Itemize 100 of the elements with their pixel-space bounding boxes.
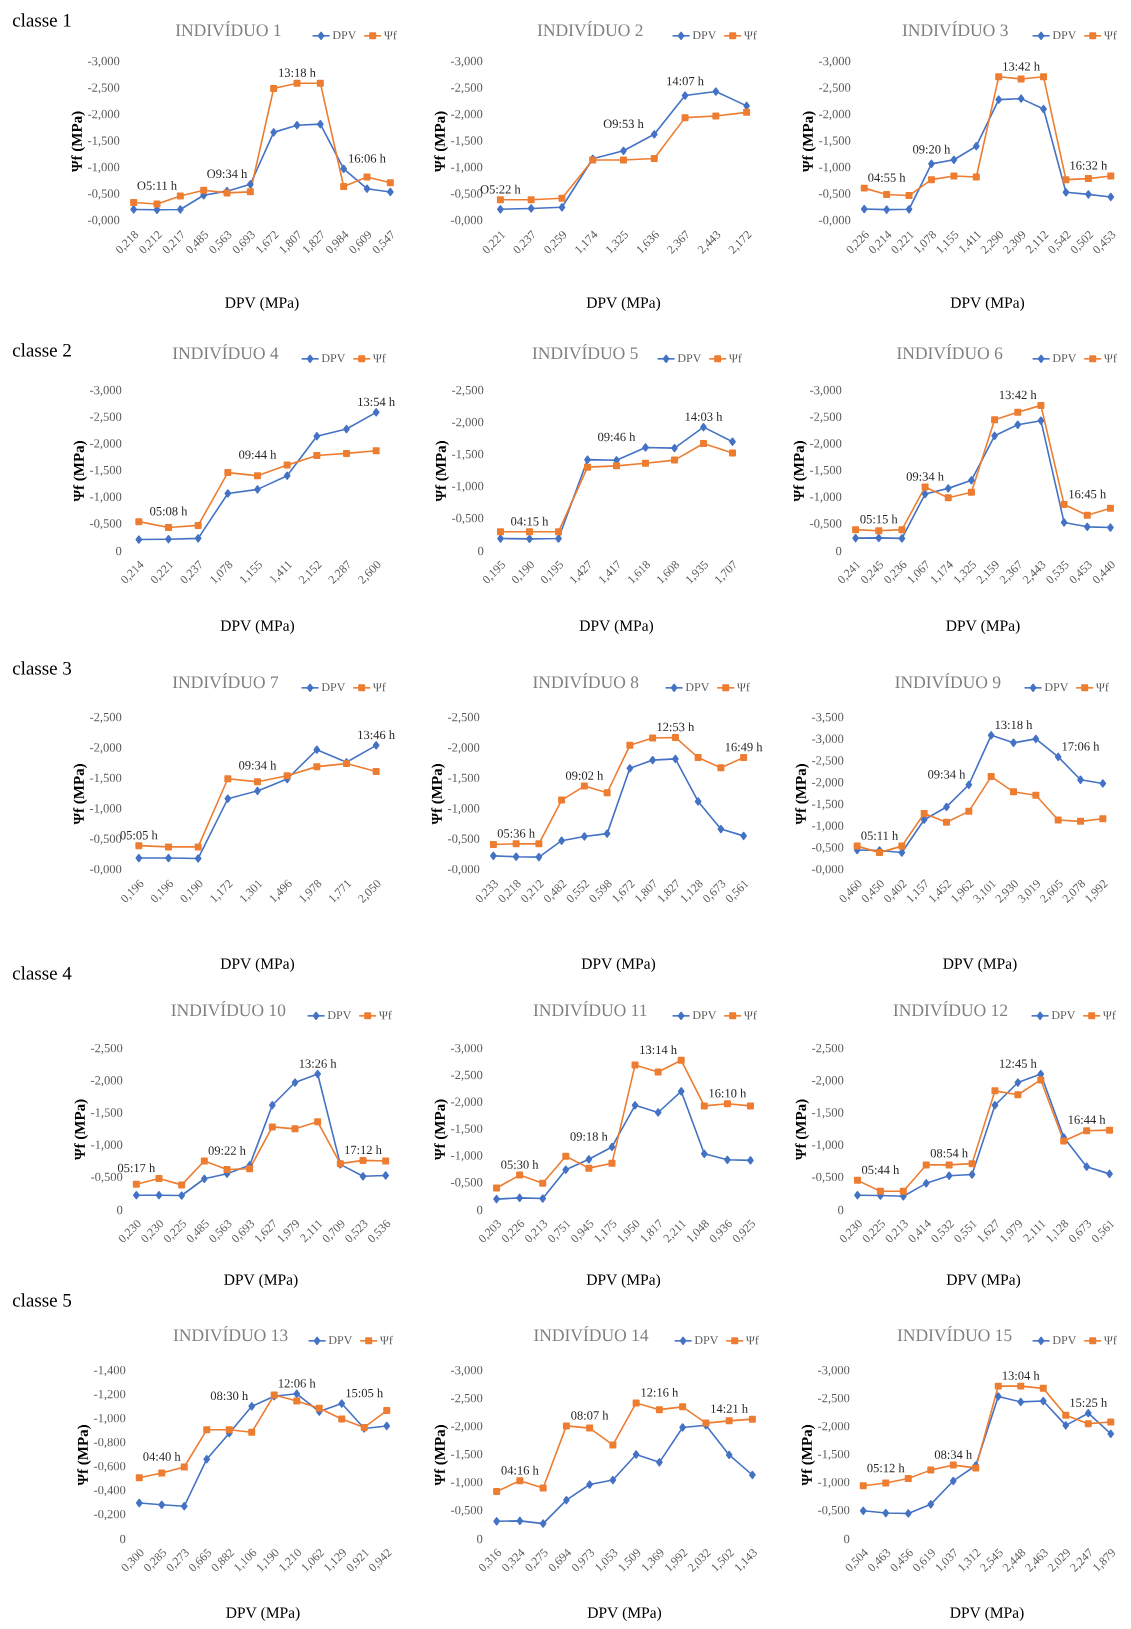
chart-title: INDIVÍDUO 6 [897,343,1003,360]
chart-title: INDIVÍDUO 12 [893,1000,1008,1017]
annotation: 09:02 h [565,771,604,780]
annotation: 05:15 h [860,514,898,524]
y-tick-label: -1,000 [89,492,122,503]
y-tick-label: -2,500 [809,412,842,423]
x-axis-title: DPV (MPa) [946,619,1020,635]
annotation: 05:11 h [861,831,899,840]
y-axis-title: Ψf (MPa) [435,441,449,502]
y-tick-label: -0,800 [93,1437,126,1449]
legend-label: Ψf [729,353,742,363]
text: classe 5 [12,1293,72,1307]
legend-label: DPV [327,1011,352,1020]
annotation: 17:06 h [1062,741,1100,751]
y-tick-label: -2,500 [451,385,484,397]
y-tick-label: -0,500 [89,834,122,845]
x-axis-title: DPV (MPa) [226,1606,300,1622]
y-tick-label: -1,500 [809,465,842,477]
annotation: 09:20 h [913,144,951,154]
annotation: 12:53 h [657,722,695,732]
chart-title: INDIVÍDUO 1 [175,20,281,37]
annotation: 05:17 h [117,1163,156,1173]
y-tick-label: -1,000 [811,1140,844,1151]
y-tick-label: -0,000 [811,864,844,876]
legend-label: DPV [321,683,346,692]
y-tick-label: 0 [477,1205,483,1215]
annotation: 12:16 h [641,1387,679,1397]
annotation: 05:12 h [867,1463,905,1473]
y-tick-label: -0,000 [89,864,122,876]
x-axis-title: DPV (MPa) [950,296,1025,312]
y-tick-label: -3,000 [87,56,120,68]
annotation: 05:36 h [497,828,535,838]
y-axis-title: Ψf (MPa) [802,111,816,173]
y-tick-label: -0,500 [818,189,851,200]
y-tick-label: -3,000 [817,1365,850,1377]
y-tick-label: -0,000 [87,215,120,227]
legend-label: Ψf [737,682,750,692]
legend-label: DPV [694,1336,719,1345]
legend-label: DPV [685,683,710,692]
y-axis-title: Ψf (MPa) [434,111,448,173]
annotation: 09:44 h [239,450,277,459]
legend-label: DPV [321,354,346,363]
annotation: 09:34 h [239,760,277,770]
y-tick-label: -1,000 [818,162,851,174]
annotation: 05:08 h [150,506,188,516]
annotation: 08:07 h [571,1410,609,1420]
y-axis-title: Ψf (MPa) [795,764,809,825]
y-tick-label: -2,000 [809,439,842,450]
y-tick-label: -2,000 [811,778,844,789]
chart-title: INDIVÍDUO 9 [895,672,1001,689]
y-tick-label: -1,000 [450,1477,483,1489]
y-tick-label: -0,500 [811,1172,844,1183]
chart-title: INDIVÍDUO 3 [902,20,1008,37]
y-tick-label: -2,000 [450,1097,483,1108]
annotation: 13:46 h [358,730,395,740]
y-tick-label: -1,000 [89,804,122,815]
y-tick-label: -1,500 [450,1124,483,1135]
x-axis-title: DPV (MPa) [220,619,295,635]
annotation: 13:54 h [358,397,395,407]
y-tick-label: -1,500 [89,465,122,477]
annotation: 04:40 h [143,1451,181,1461]
annotation: 05:30 h [501,1160,539,1169]
y-tick-label: -2,500 [818,83,851,94]
y-tick-label: -0,600 [93,1461,126,1473]
y-tick-label: -2,000 [817,1421,850,1433]
annotation: 04:55 h [868,173,906,182]
y-tick-label: -2,500 [447,712,480,724]
legend-label: DPV [692,1011,717,1020]
y-tick-label: -2,500 [450,1070,483,1081]
legend-label: Ψf [1104,1335,1117,1345]
annotation: 13:26 h [299,1059,337,1068]
y-tick-label: -0,500 [451,513,484,525]
annotation: 05:05 h [120,830,158,840]
y-tick-label: 0 [120,1534,126,1544]
chart-title: INDIVÍDUO 8 [533,672,639,689]
y-tick-label: -1,200 [93,1389,126,1401]
x-axis-title: DPV (MPa) [224,1273,298,1289]
x-axis-title: DPV (MPa) [579,619,654,635]
annotation: 16:32 h [1070,160,1108,170]
x-axis-title: DPV (MPa) [581,957,656,973]
annotation: 16:45 h [1069,489,1106,499]
legend-label: Ψf [1104,353,1117,363]
chart-title: INDIVÍDUO 2 [537,20,643,37]
x-axis-title: DPV (MPa) [946,1273,1021,1289]
legend-label: Ψf [380,1335,393,1345]
y-tick-label: -3,000 [450,1043,483,1055]
annotation: 16:06 h [349,153,386,163]
legend-label: DPV [677,354,702,363]
annotation: 13:04 h [1002,1371,1040,1380]
y-tick-label: -2,000 [811,1076,844,1087]
annotation: 16:10 h [709,1088,747,1098]
y-tick-label: -1,000 [450,1151,483,1162]
annotation: 14:21 h [711,1404,748,1413]
chart-title: INDIVÍDUO 15 [897,1325,1012,1342]
y-tick-label: 0 [117,1205,123,1215]
y-tick-label: -2,500 [90,1043,123,1055]
y-tick-label: -0,000 [450,215,483,227]
y-tick-label: -0,500 [811,843,844,854]
x-axis-title: DPV (MPa) [586,296,661,312]
y-tick-label: 0 [836,546,842,556]
